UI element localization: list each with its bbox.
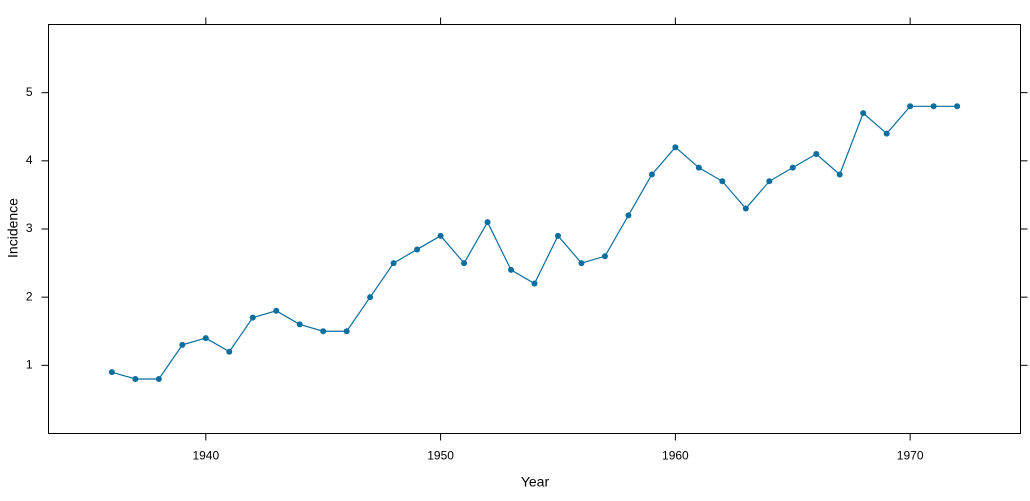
data-point: [907, 103, 914, 110]
data-point: [601, 253, 608, 260]
x-tick-label: 1950: [427, 449, 454, 463]
data-point: [766, 178, 773, 185]
data-point: [414, 246, 421, 253]
data-point: [437, 232, 444, 239]
data-point: [108, 369, 115, 376]
data-point: [343, 328, 350, 335]
data-point: [554, 232, 561, 239]
data-point: [789, 164, 796, 171]
x-tick-label: 1960: [662, 449, 689, 463]
data-point: [296, 321, 303, 328]
y-tick-label: 3: [26, 221, 33, 235]
data-point: [390, 260, 397, 267]
data-point: [954, 103, 961, 110]
x-tick-label: 1970: [897, 449, 924, 463]
data-point: [672, 144, 679, 151]
data-point: [273, 307, 280, 314]
data-point: [179, 341, 186, 348]
x-tick-label: 1940: [192, 449, 219, 463]
y-tick-label: 2: [26, 289, 33, 303]
data-point: [930, 103, 937, 110]
data-point: [695, 164, 702, 171]
data-point: [508, 266, 515, 273]
data-point: [320, 328, 327, 335]
series-line: [111, 105, 958, 380]
data-point: [132, 375, 139, 382]
y-tick-label: 5: [26, 85, 33, 99]
data-point: [226, 348, 233, 355]
data-point: [813, 151, 820, 158]
data-point: [202, 335, 209, 342]
data-point: [155, 375, 162, 382]
data-point: [742, 205, 749, 212]
data-point: [625, 212, 632, 219]
plot-frame: [48, 24, 1021, 434]
data-point: [484, 219, 491, 226]
data-point: [578, 260, 585, 267]
data-point: [648, 171, 655, 178]
data-point: [367, 294, 374, 301]
y-axis-label: Incidence: [5, 198, 21, 258]
data-point: [860, 110, 867, 117]
y-tick-label: 4: [26, 153, 33, 167]
data-point: [836, 171, 843, 178]
data-point: [249, 314, 256, 321]
data-point: [531, 280, 538, 287]
y-tick-label: 1: [26, 358, 33, 372]
data-point: [719, 178, 726, 185]
data-point: [883, 130, 890, 137]
data-point: [461, 260, 468, 267]
x-axis-label: Year: [521, 474, 550, 490]
